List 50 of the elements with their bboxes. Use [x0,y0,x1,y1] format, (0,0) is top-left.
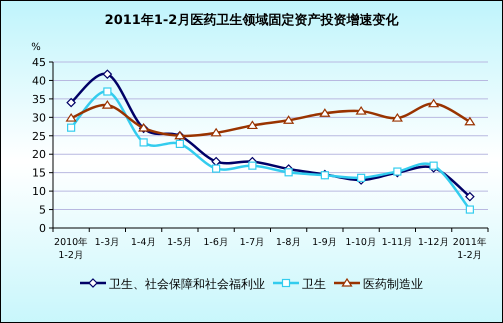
x-tick-label: 1-4月 [130,237,156,248]
legend-label: 卫生、社会保障和社会福利业 [109,277,265,291]
point [102,70,112,79]
y-tick-label: 30 [32,111,46,124]
point [211,128,222,136]
y-tick-label: 35 [32,92,46,106]
x-tick-label: 1-12月 [418,237,450,248]
x-tick-label: 1-8月 [276,237,302,248]
x-tick-label: 1-5月 [167,237,193,248]
x-tick-label: 1-11月 [382,237,414,248]
y-tick-label: 25 [32,130,46,143]
x-tick-label: 1-9月 [312,237,338,248]
point [428,99,439,108]
point [176,140,184,148]
point [356,106,366,115]
x-tick-label: 1-10月 [345,237,377,248]
y-axis-title: % [31,42,41,53]
y-tick-label: 40 [32,74,46,88]
y-tick-label: 0 [39,222,46,235]
y-tick-label: 5 [39,204,46,217]
y-tick-label: 15 [32,166,46,180]
point [464,117,475,126]
x-tick-label: 2011年 1-2月 [452,236,487,261]
x-tick-label: 1-3月 [94,237,120,248]
legend-label: 卫生 [302,277,326,291]
y-tick-label: 20 [32,148,46,162]
point [284,116,294,124]
x-tick-label: 1-6月 [203,237,229,248]
point [67,124,76,132]
x-tick-label: 2010年 1-2月 [54,236,88,261]
point [66,113,76,122]
point [247,120,258,130]
point [430,162,438,170]
y-tick-label: 10 [32,185,46,198]
chart-title: 2011年1-2月医药卫生领域固定资产投资增速变化 [104,12,400,28]
point [320,108,330,117]
point [103,87,112,96]
point [284,168,293,176]
point [102,100,112,109]
point [66,98,76,108]
point [466,205,474,214]
point [212,164,220,173]
point [140,138,148,147]
point [248,162,256,170]
point [465,192,474,202]
x-tick-label: 1-7月 [240,237,266,248]
y-tick-label: 45 [32,56,46,69]
legend-label: 医药制造业 [363,277,423,291]
point [392,113,402,122]
point [357,174,366,182]
